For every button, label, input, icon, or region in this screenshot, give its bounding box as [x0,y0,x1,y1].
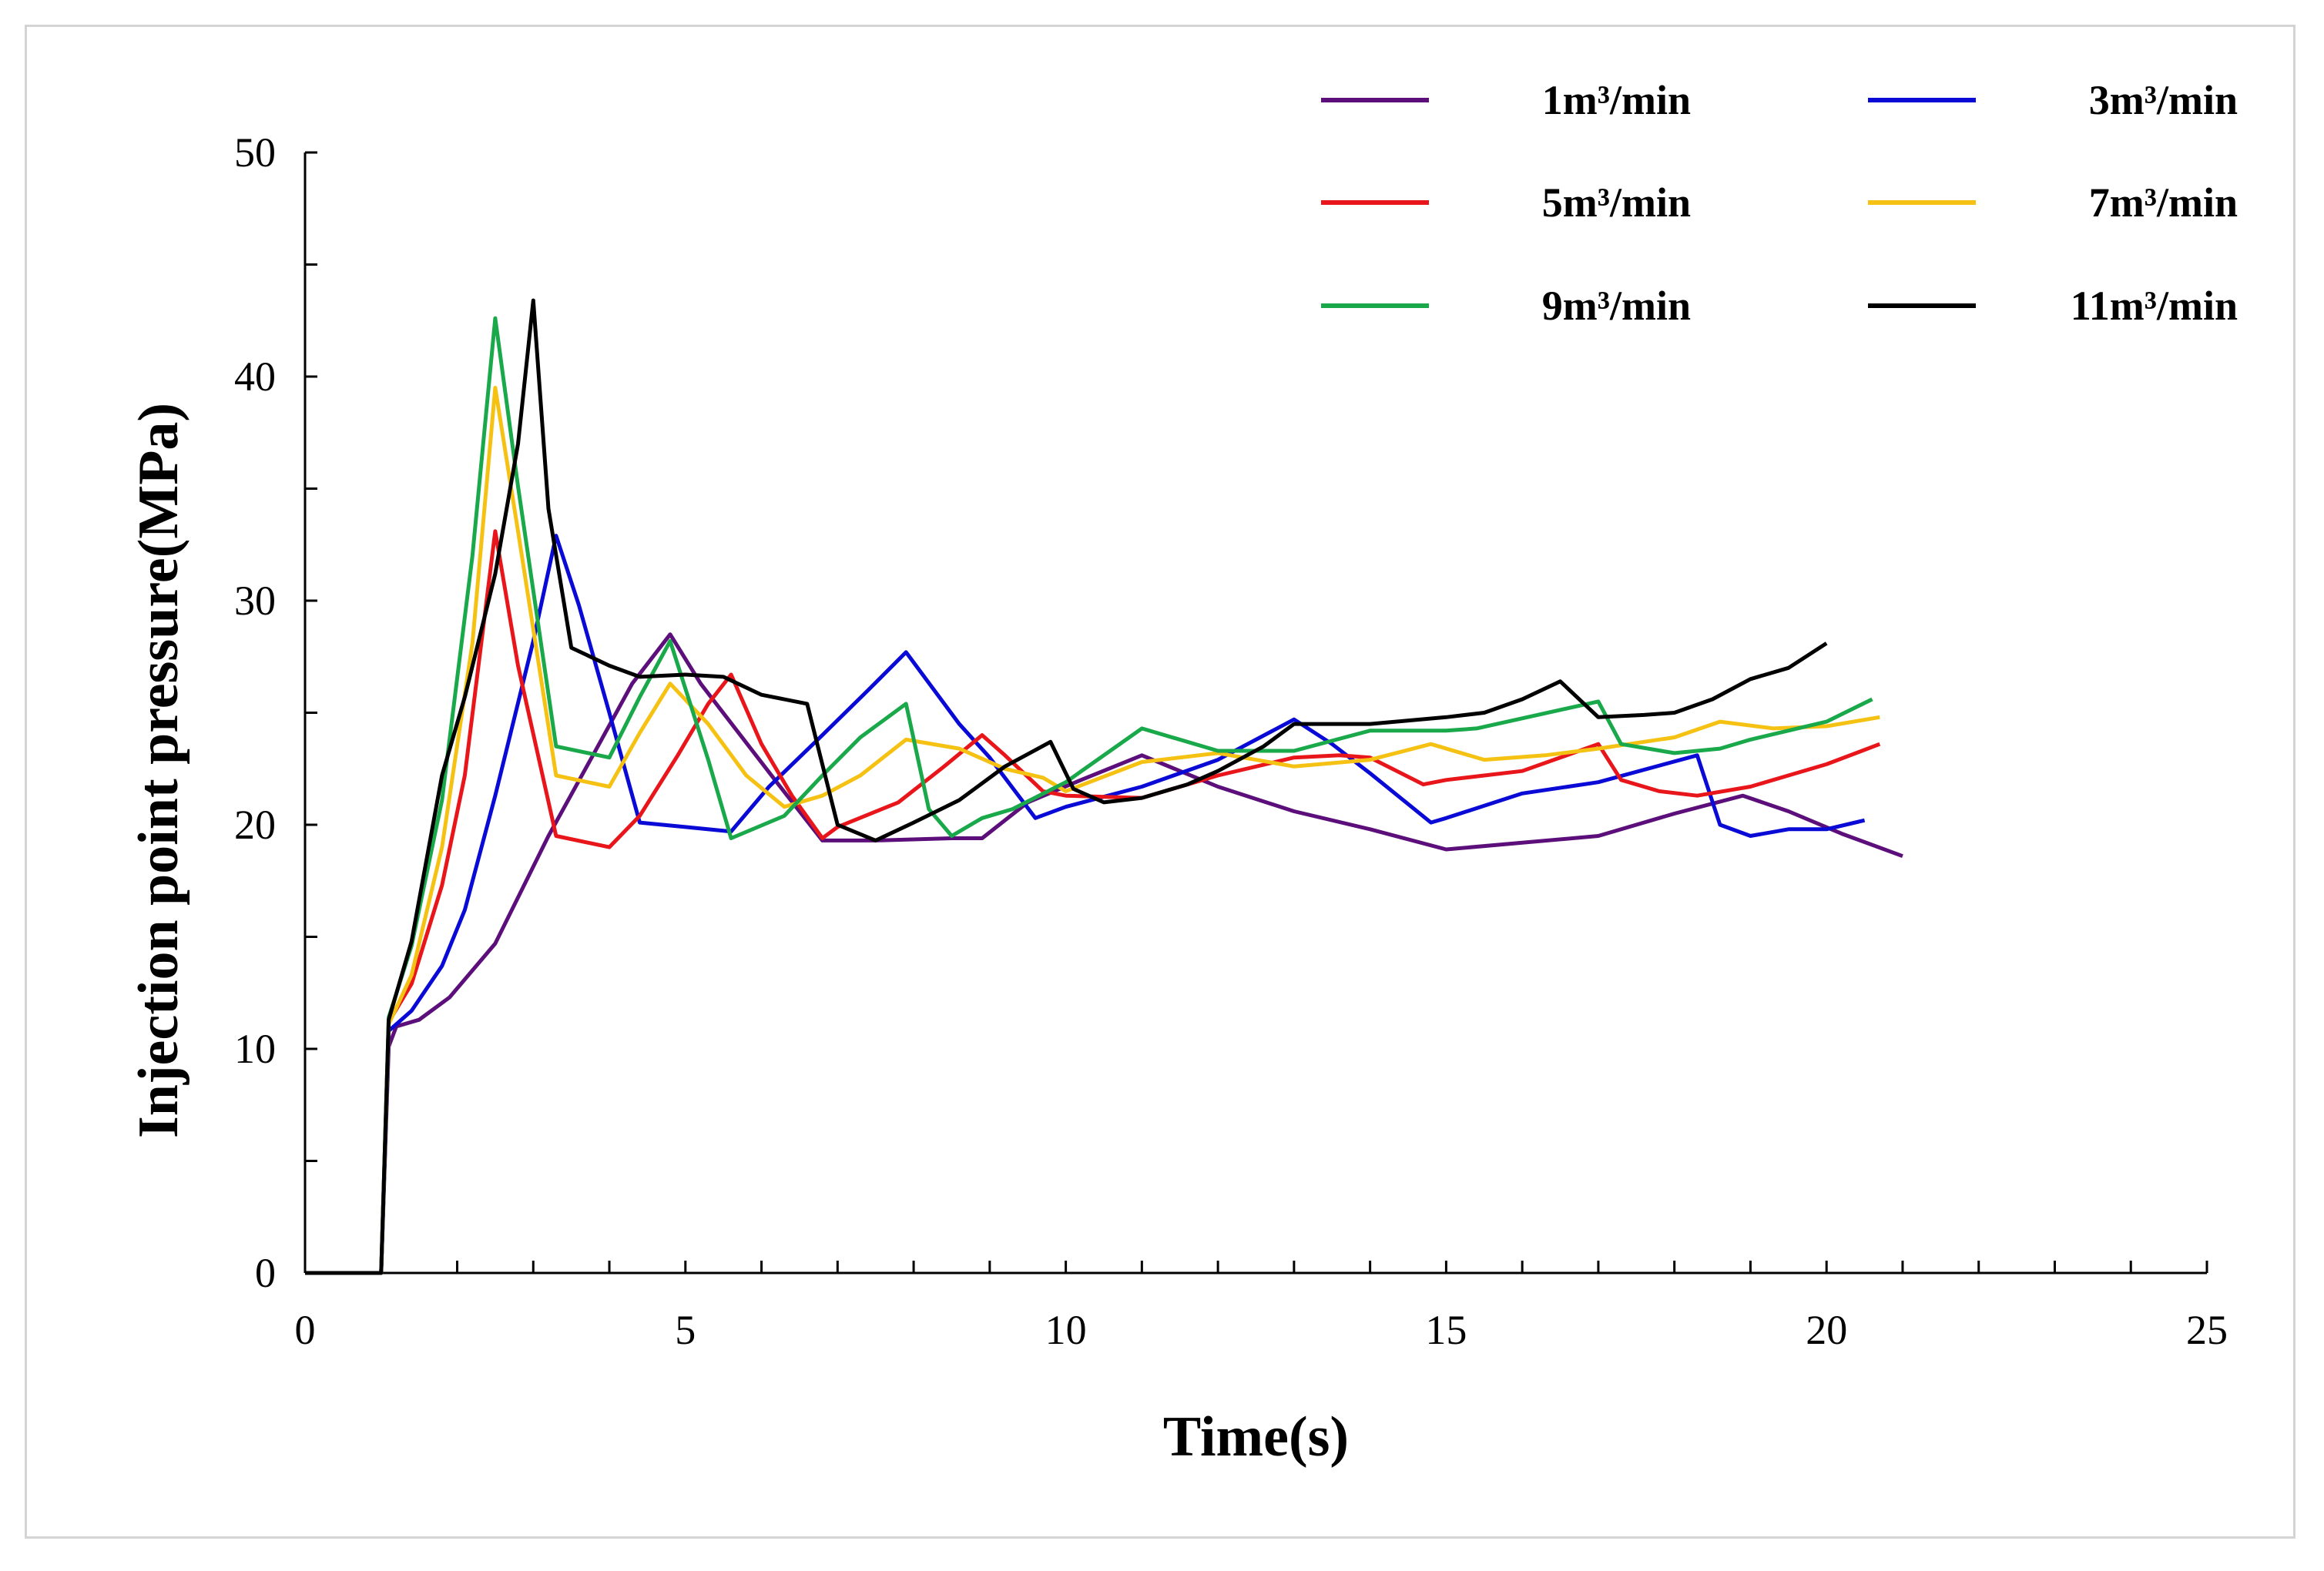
legend-item: 3m³/min [1868,77,2238,123]
y-tick-label: 50 [234,129,276,176]
axes [303,152,2207,1275]
x-tick-label: 25 [2186,1307,2228,1353]
legend-item: 9m³/min [1321,283,1691,329]
series-lines [305,298,1903,1275]
x-tick-label: 5 [675,1307,696,1353]
series-line-2 [305,534,1866,1275]
y-tick-label: 30 [234,578,276,624]
x-tick-label: 10 [1045,1307,1087,1353]
x-tick-label: 0 [295,1307,316,1353]
legend-item: 1m³/min [1321,77,1691,123]
legend-label: 3m³/min [2089,77,2238,123]
legend-item: 11m³/min [1868,283,2238,329]
figure-frame: 0 5 10 15 20 25 0 10 20 30 40 50 1m³/min 3m³/min 5m³/… [25,25,2295,1539]
legend-item: 5m³/min [1321,179,1691,226]
y-tick-label: 10 [234,1026,276,1072]
ticks: 0 5 10 15 20 25 0 10 20 30 40 50 [234,129,2228,1353]
series-line-1 [305,632,1903,1275]
legend-label: 9m³/min [1542,283,1691,329]
x-tick-label: 15 [1425,1307,1467,1353]
series-line-4 [305,386,1880,1275]
x-tick-label: 20 [1806,1307,1847,1353]
y-tick-label: 0 [255,1250,276,1296]
legend-label: 1m³/min [1542,77,1691,123]
legend: 1m³/min 3m³/min 5m³/min 7m³/min 9m³/min 11m³/… [1321,77,2238,329]
legend-label: 5m³/min [1542,179,1691,226]
x-axis-title: Time(s) [1163,1405,1349,1469]
legend-label: 7m³/min [2089,179,2238,226]
y-axis-title: Injection point pressure(MPa) [127,403,190,1138]
y-tick-label: 40 [234,353,276,400]
y-tick-label: 20 [234,802,276,848]
chart: 0 5 10 15 20 25 0 10 20 30 40 50 1m³/min 3m³/min 5m³/… [127,77,2238,1469]
series-line-6 [305,298,1828,1275]
series-line-5 [305,316,1873,1275]
legend-label: 11m³/min [2071,283,2238,329]
legend-item: 7m³/min [1868,179,2238,226]
